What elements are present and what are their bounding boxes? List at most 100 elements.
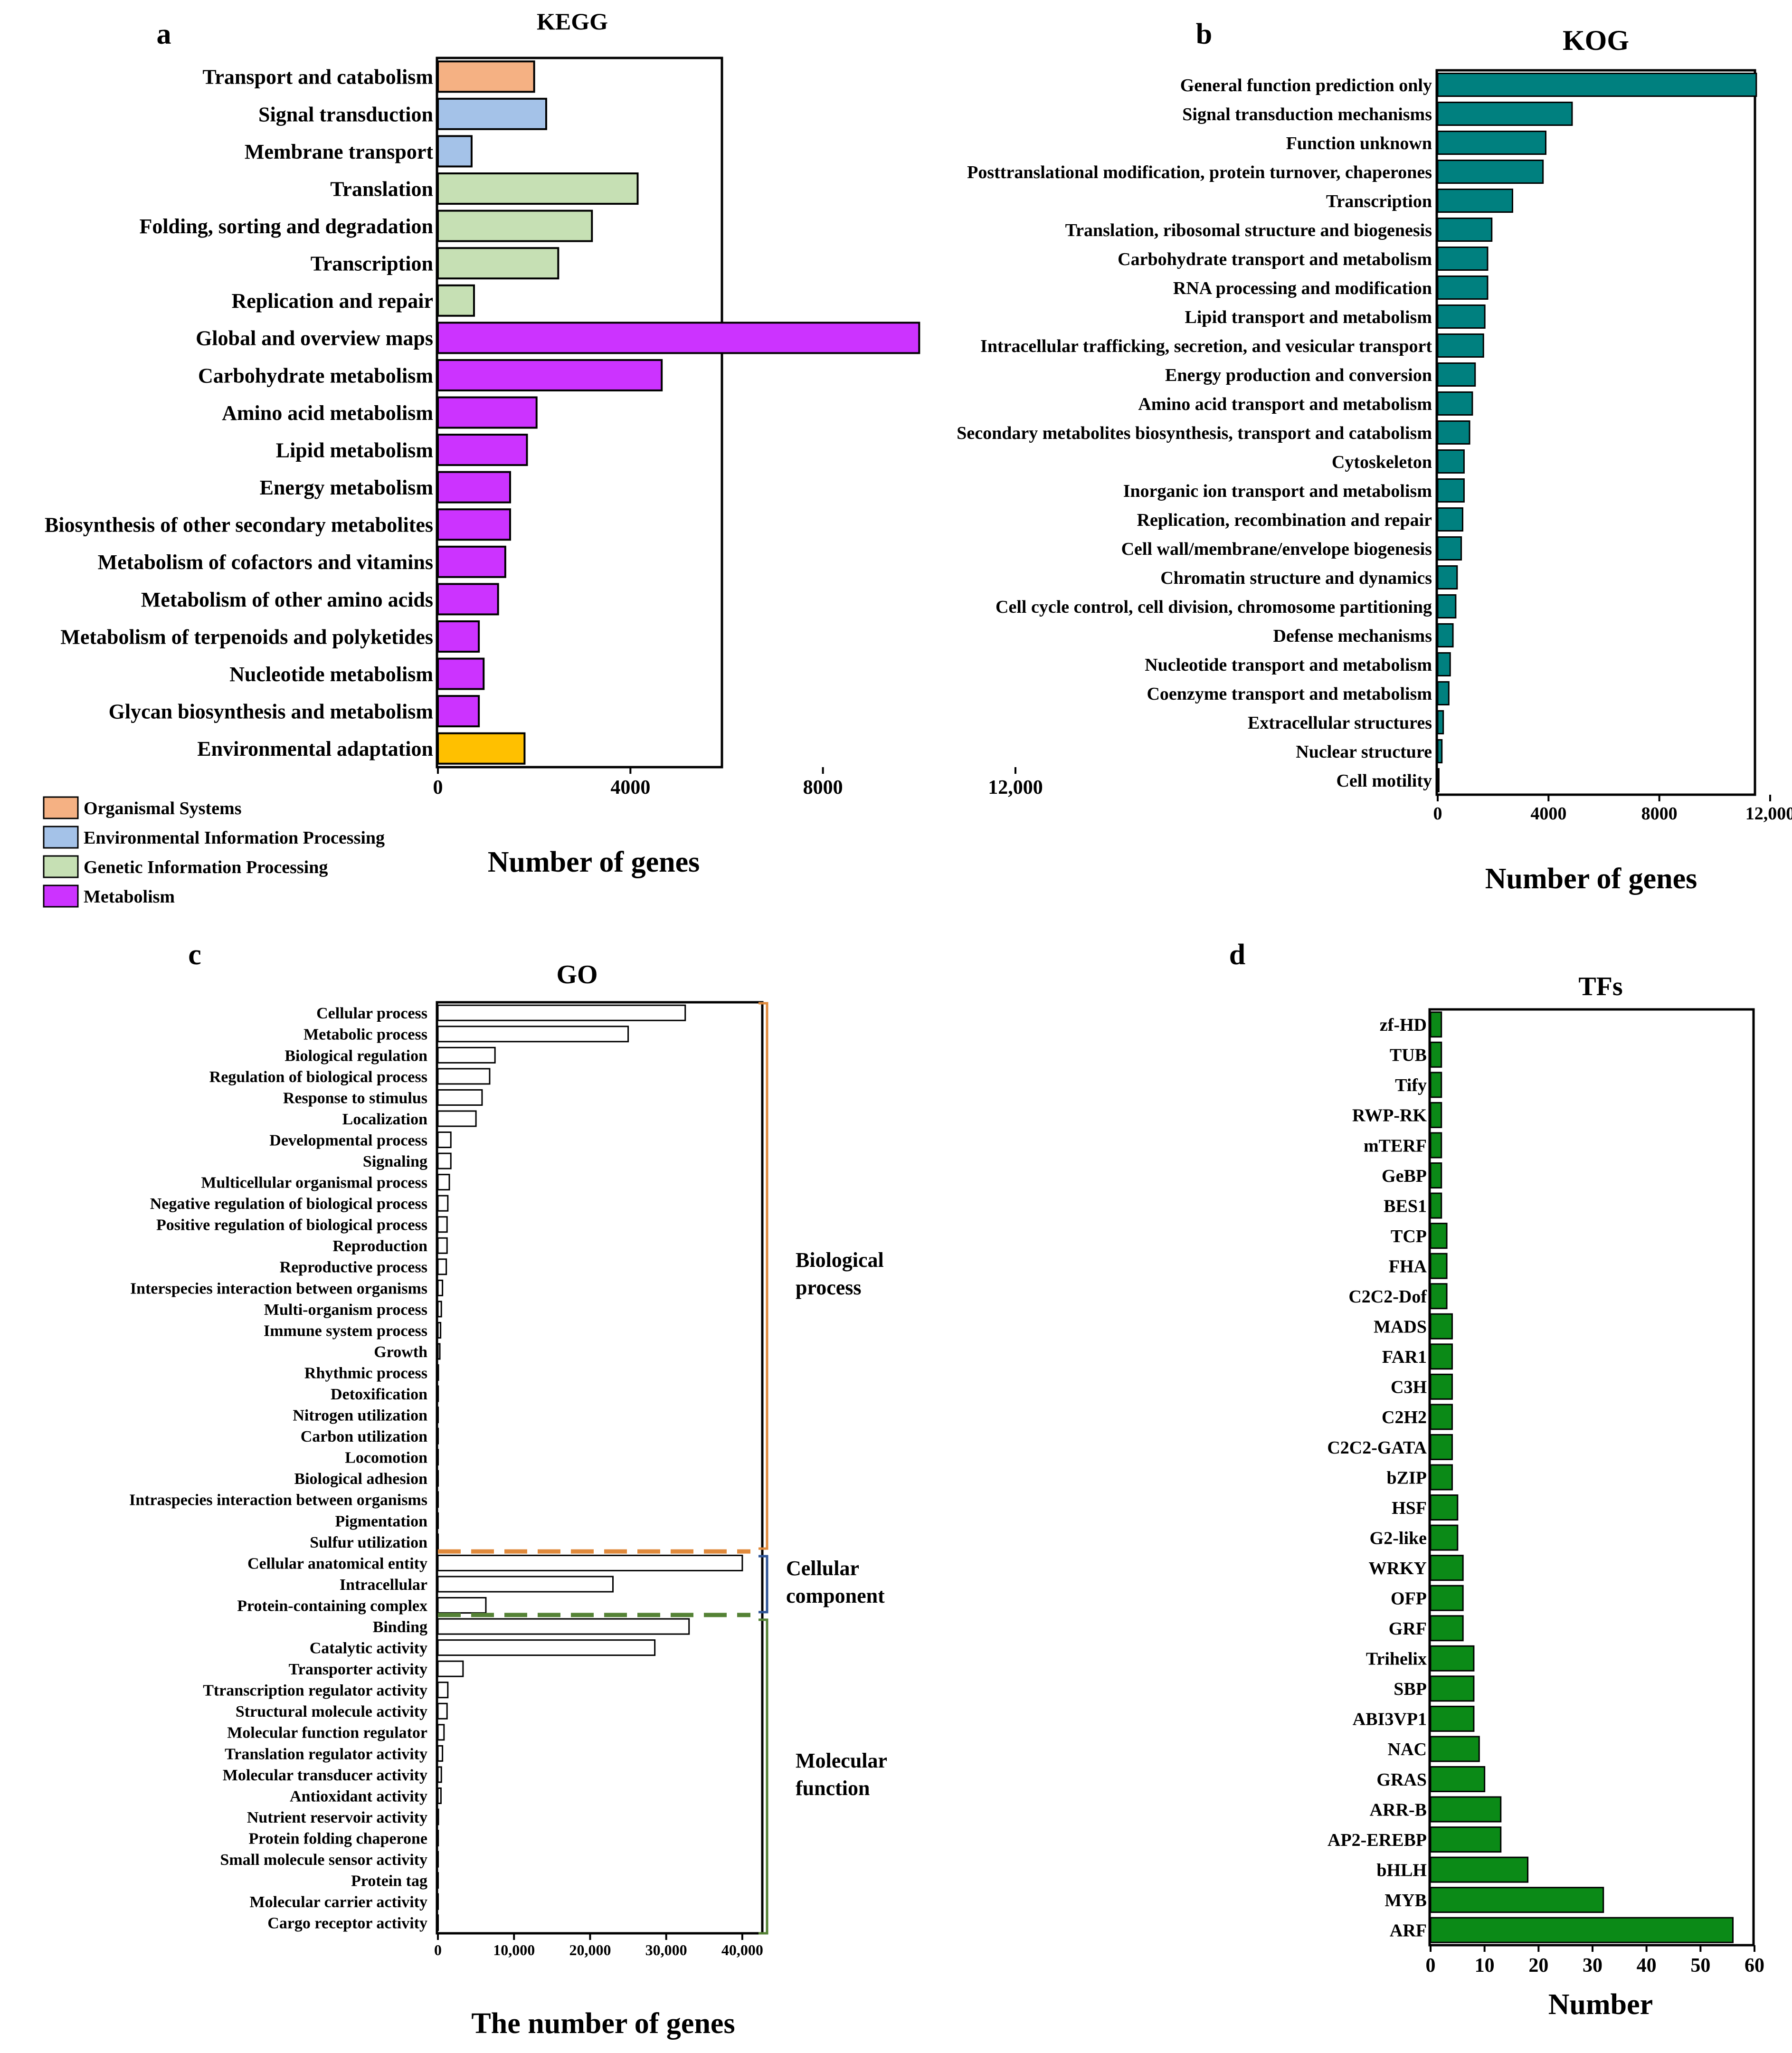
go-bar-molecular-transducer-activity xyxy=(437,1766,442,1783)
kog-category-label: Transcription xyxy=(1326,191,1432,211)
kog-x-tick-label: 8000 xyxy=(1641,804,1678,824)
kog-category-label: Secondary metabolites biosynthesis, tran… xyxy=(957,423,1432,443)
kegg-panel: KEGG Transport and catabolism Signal tran… xyxy=(43,8,1043,908)
tfs-bar-c2h2 xyxy=(1430,1404,1453,1430)
kog-category-label: Intracellular trafficking, secretion, an… xyxy=(980,336,1432,356)
kegg-category-label: Signal transduction xyxy=(258,103,433,126)
tfs-category-label: TUB xyxy=(1390,1046,1427,1065)
go-x-tick-label: 0 xyxy=(434,1941,442,1958)
go-x-axis-label: The number of genes xyxy=(471,2007,735,2040)
go-category-label: Intracellular xyxy=(340,1576,427,1594)
tfs-category-label: G2-like xyxy=(1370,1528,1427,1548)
go-category-label: Developmental process xyxy=(269,1131,427,1149)
go-category-label: Antioxidant activity xyxy=(290,1787,427,1805)
tfs-bar-abi3vp1 xyxy=(1430,1705,1475,1732)
go-bar-antioxidant-activity xyxy=(437,1787,442,1804)
go-bracket-biological-process xyxy=(759,1002,768,1550)
go-category-label: Catalytic activity xyxy=(310,1640,427,1657)
go-category-label: Pigmentation xyxy=(335,1512,427,1530)
kog-bar-amino-acid-transport-and-metabolism xyxy=(1437,391,1473,416)
tfs-bar-sbp xyxy=(1430,1675,1475,1702)
kog-bar-translation-ribosomal-structure-and-biogenesis xyxy=(1437,218,1493,242)
kegg-bar-metabolism-of-cofactors-and-vitamins xyxy=(437,545,506,578)
go-category-label: Nutrient reservoir activity xyxy=(247,1809,427,1826)
tfs-category-label: FHA xyxy=(1389,1256,1427,1276)
kegg-category-label: Global and overview maps xyxy=(196,327,433,350)
go-bar-reproductive-process xyxy=(437,1258,447,1275)
kog-category-label: Lipid transport and metabolism xyxy=(1185,307,1432,327)
kegg-bar-lipid-metabolism xyxy=(437,434,528,466)
go-category-label: Negative regulation of biological proces… xyxy=(150,1195,427,1213)
tfs-bar-arf xyxy=(1430,1917,1734,1943)
tfs-category-label: bZIP xyxy=(1387,1468,1427,1488)
go-bar-biological-regulation xyxy=(437,1046,496,1064)
kog-bar-cell-wall-membrane-envelope-biogenesis xyxy=(1437,536,1462,561)
kog-category-label: Function unknown xyxy=(1286,133,1432,153)
go-bar-translation-regulator-activity xyxy=(437,1745,444,1762)
go-title: GO xyxy=(556,960,597,989)
kog-bar-defense-mechanisms xyxy=(1437,623,1454,647)
go-category-label: Reproduction xyxy=(332,1237,427,1255)
kog-bar-signal-transduction-mechanisms xyxy=(1437,102,1573,126)
kegg-category-label: Transport and catabolism xyxy=(202,66,433,89)
kog-category-label: Cell motility xyxy=(1336,771,1432,791)
kog-bar-general-function-prediction-only xyxy=(1437,73,1757,97)
kog-bar-replication-recombination-and-repair xyxy=(1437,507,1463,532)
kegg-x-tick-label: 12,000 xyxy=(988,777,1043,798)
go-category-label: Protein-containing complex xyxy=(237,1597,427,1615)
go-bar-ttranscription-regulator-activity xyxy=(437,1682,449,1699)
tfs-bar-mads xyxy=(1430,1313,1453,1340)
tfs-category-label: Tify xyxy=(1395,1075,1427,1095)
kog-panel: KOG General function prediction only Sign… xyxy=(957,25,1792,895)
tfs-bar-myb xyxy=(1430,1887,1604,1913)
kegg-category-label: Energy metabolism xyxy=(260,476,433,499)
go-group-label-cellular-component: component xyxy=(786,1584,885,1607)
tfs-x-tick-label: 0 xyxy=(1426,1955,1436,1977)
kog-bar-nuclear-structure xyxy=(1437,739,1443,763)
tfs-category-label: bHLH xyxy=(1376,1860,1427,1880)
tfs-category-label: ARR-B xyxy=(1370,1800,1427,1820)
go-bar-localization xyxy=(437,1110,477,1127)
go-group-separators xyxy=(438,1549,750,1617)
tfs-bar-bes1 xyxy=(1430,1192,1442,1219)
kegg-category-label: Environmental adaptation xyxy=(197,737,433,760)
kegg-legend-label: Environmental Information Processing xyxy=(84,828,385,848)
kegg-title: KEGG xyxy=(537,8,608,35)
kog-bar-chromatin-structure-and-dynamics xyxy=(1437,565,1458,589)
tfs-x-tick-label: 30 xyxy=(1583,1955,1602,1977)
tfs-category-label: mTERF xyxy=(1364,1136,1427,1156)
tfs-category-label: GRF xyxy=(1389,1619,1427,1639)
tfs-category-label: MYB xyxy=(1384,1891,1427,1910)
panel-a-letter: a xyxy=(157,18,171,50)
kog-bar-posttranslational-modification-protein-turnover-chaperones xyxy=(1437,160,1544,184)
tfs-bar-nac xyxy=(1430,1736,1480,1762)
tfs-category-label: MADS xyxy=(1374,1317,1427,1337)
tfs-bar-tub xyxy=(1430,1041,1442,1068)
go-bar-negative-regulation-of-biological-process xyxy=(437,1195,449,1212)
go-category-label: Ttranscription regulator activity xyxy=(203,1682,427,1700)
kog-category-label: General function prediction only xyxy=(1180,76,1432,95)
kog-bar-coenzyme-transport-and-metabolism xyxy=(1437,681,1450,705)
panel-d-letter: d xyxy=(1229,939,1245,971)
tfs-category-label: Trihelix xyxy=(1366,1649,1427,1669)
kegg-bar-global-and-overview-maps xyxy=(437,322,920,354)
go-plot-frame xyxy=(436,1001,764,1935)
kegg-x-tick-label: 0 xyxy=(433,777,443,798)
kog-category-label: Extracellular structures xyxy=(1248,713,1432,733)
tfs-bar-gebp xyxy=(1430,1162,1442,1189)
kog-bar-inorganic-ion-transport-and-metabolism xyxy=(1437,478,1465,503)
kegg-bar-membrane-transport xyxy=(437,135,473,168)
panel-b-letter: b xyxy=(1196,18,1212,50)
kog-category-label: Cell wall/membrane/envelope biogenesis xyxy=(1121,539,1432,559)
go-x-tick-label: 10,000 xyxy=(493,1941,535,1958)
kegg-category-label: Replication and repair xyxy=(231,289,433,313)
kog-bar-lipid-transport-and-metabolism xyxy=(1437,304,1486,329)
tfs-bar-fha xyxy=(1430,1253,1448,1279)
kegg-category-label: Translation xyxy=(330,177,433,200)
kegg-legend-label: Genetic Information Processing xyxy=(84,857,328,877)
kegg-category-label: Folding, sorting and degradation xyxy=(139,215,433,238)
kog-x-tick-label: 12,000 xyxy=(1745,804,1792,824)
kegg-ticks: 0 4000 8000 12,000 xyxy=(433,767,1043,798)
kog-x-tick-label: 0 xyxy=(1433,804,1442,824)
go-bar-intracellular xyxy=(437,1576,614,1593)
